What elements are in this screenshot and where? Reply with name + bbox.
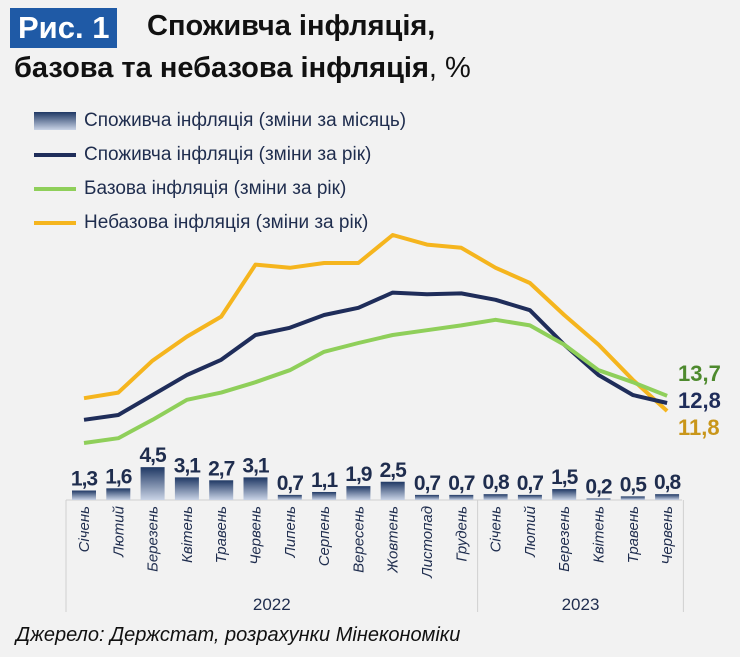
- line-core: [83, 317, 668, 445]
- legend-label: Небазова інфляція (зміни за рік): [84, 212, 369, 233]
- bar-data-label: 2,5: [380, 459, 408, 482]
- bar-data-label: 4,5: [139, 444, 167, 467]
- bar-monthly: [140, 467, 165, 500]
- bar-data-label: 1,1: [311, 469, 339, 492]
- bar-monthly: [380, 481, 405, 500]
- bar-data-label: 2,7: [208, 457, 235, 480]
- bar-data-label: 0,7: [448, 472, 475, 495]
- x-tick-label: Лютий: [522, 505, 539, 557]
- x-tick-label: Вересень: [350, 506, 367, 573]
- bar-data-label: 0,7: [517, 472, 544, 495]
- x-tick-label: Січень: [488, 506, 505, 553]
- bar-data-label: 0,7: [277, 472, 304, 495]
- legend-label: Споживча інфляція (зміни за місяць): [84, 110, 407, 131]
- x-tick-label: Травень: [625, 506, 642, 563]
- figure-badge: Рис. 1: [10, 8, 118, 48]
- bar-monthly: [243, 477, 268, 500]
- bar-monthly: [552, 489, 577, 500]
- x-tick-label: Січень: [76, 506, 93, 553]
- legend: Споживча інфляція (зміни за місяць) Спож…: [34, 104, 406, 240]
- bar-monthly: [517, 494, 542, 500]
- x-tick-label: Жовтень: [385, 506, 402, 574]
- bar-data-label: 0,5: [620, 473, 648, 496]
- x-tick-label: Листопад: [419, 506, 436, 579]
- x-tick-label: Липень: [282, 506, 299, 558]
- legend-swatch-line: [34, 153, 76, 157]
- x-tick-label: Червень: [248, 506, 265, 565]
- end-value-label: 12,8: [678, 388, 721, 413]
- bar-data-label: 0,8: [482, 471, 510, 494]
- legend-item-cpi: Споживча інфляція (зміни за рік): [34, 138, 406, 172]
- bar-data-label: 0,7: [414, 472, 441, 495]
- x-tick-label: Березень: [145, 506, 162, 572]
- bar-monthly: [312, 491, 337, 500]
- x-tick-label: Квітень: [179, 506, 196, 563]
- chart-title-line1: Споживча інфляція,: [147, 10, 436, 42]
- end-value-label: 11,8: [678, 415, 720, 440]
- bar-data-label: 3,1: [242, 454, 270, 477]
- x-tick-label: Грудень: [453, 506, 470, 562]
- x-tick-label: Квітень: [591, 506, 608, 563]
- legend-item-core: Базова інфляція (зміни за рік): [34, 172, 406, 206]
- legend-swatch-line: [34, 187, 76, 191]
- end-value-label: 13,7: [678, 361, 721, 386]
- bar-monthly: [449, 494, 474, 500]
- x-tick-label: Лютий: [110, 505, 127, 557]
- bar-monthly: [346, 486, 371, 500]
- legend-label: Базова інфляція (зміни за рік): [84, 178, 347, 199]
- bar-monthly: [106, 488, 131, 500]
- bar-monthly: [174, 477, 199, 500]
- x-tick-label: Березень: [556, 506, 573, 572]
- bar-monthly: [655, 494, 680, 500]
- legend-swatch-bar: [34, 112, 76, 130]
- source-note: Джерело: Держстат, розрахунки Мінекономі…: [16, 624, 461, 646]
- bar-monthly: [483, 494, 508, 500]
- bar-data-label: 1,9: [345, 463, 372, 486]
- bar-monthly: [415, 494, 439, 500]
- chart-title-text: базова та небазова інфляція: [14, 52, 429, 84]
- bar-monthly: [586, 498, 611, 500]
- bar-monthly: [72, 490, 96, 500]
- legend-item-noncore: Небазова інфляція (зміни за рік): [34, 206, 406, 240]
- bar-data-label: 1,3: [71, 468, 98, 491]
- year-label: 2023: [562, 595, 600, 614]
- bar-data-label: 0,8: [654, 471, 682, 494]
- legend-label: Споживча інфляція (зміни за рік): [84, 144, 372, 165]
- legend-item-monthly: Споживча інфляція (зміни за місяць): [34, 104, 406, 138]
- bar-data-label: 1,6: [105, 465, 132, 488]
- chart-unit: , %: [428, 52, 471, 84]
- x-tick-label: Травень: [213, 506, 230, 563]
- chart-title-line2: базова та небазова інфляція, %: [14, 52, 471, 85]
- bar-data-label: 1,5: [551, 466, 579, 489]
- year-label: 2022: [253, 595, 291, 614]
- bar-monthly: [277, 494, 302, 500]
- line-noncore: [83, 233, 669, 413]
- bar-monthly: [620, 496, 645, 500]
- x-tick-label: Серпень: [316, 506, 333, 566]
- x-tick-label: Червень: [659, 506, 676, 565]
- bar-data-label: 3,1: [174, 454, 202, 477]
- bar-data-label: 0,2: [585, 476, 612, 499]
- legend-swatch-line: [34, 221, 76, 225]
- bar-monthly: [209, 480, 234, 500]
